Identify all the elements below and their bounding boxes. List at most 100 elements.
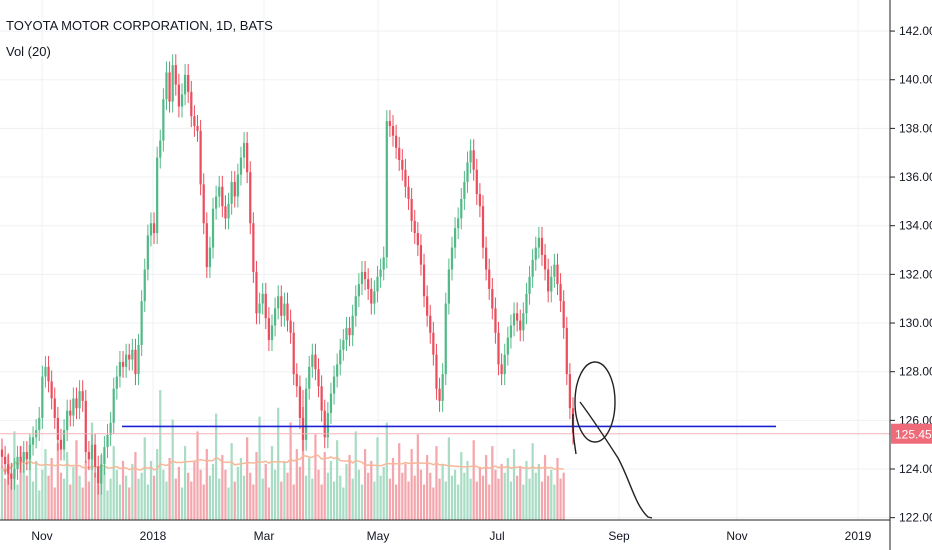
- volume-bar: [224, 469, 227, 520]
- candle-body: [62, 430, 66, 450]
- volume-bar: [93, 472, 97, 520]
- candle-body: [59, 439, 63, 450]
- last-price-label: 125.45: [895, 428, 932, 442]
- volume-bar: [258, 416, 261, 520]
- candle-body: [100, 464, 103, 484]
- candle-body: [177, 84, 181, 107]
- volume-bar: [326, 472, 329, 520]
- candle-body: [134, 349, 137, 375]
- candle-body: [553, 264, 556, 277]
- candle-body: [373, 291, 376, 304]
- volume-bar: [183, 446, 187, 520]
- volume-bar: [159, 390, 162, 520]
- candle-body: [528, 276, 531, 294]
- volume-bar: [525, 460, 528, 520]
- candle-body: [562, 301, 565, 328]
- candle-body: [7, 464, 10, 474]
- candle-body: [525, 293, 528, 314]
- candle-body: [429, 315, 432, 333]
- volume-bar: [221, 455, 224, 520]
- candle-body: [171, 65, 174, 102]
- volume-bar: [419, 469, 423, 520]
- candle-body: [146, 235, 149, 270]
- candle-body: [547, 269, 550, 292]
- candle-body: [196, 125, 199, 131]
- volume-bar: [460, 452, 463, 520]
- candle-body: [31, 437, 35, 445]
- volume-bar: [115, 469, 118, 520]
- candle-body: [19, 456, 22, 462]
- candle-body: [438, 388, 441, 401]
- volume-bar: [190, 481, 193, 520]
- candle-body: [218, 186, 221, 197]
- volume-bar: [205, 449, 208, 520]
- candle-body: [230, 181, 233, 204]
- candle-body: [202, 184, 205, 224]
- candle-body: [503, 354, 506, 375]
- volume-bar: [286, 472, 289, 520]
- candle-body: [168, 72, 171, 102]
- volume-bar: [534, 472, 537, 520]
- candle-body: [491, 288, 494, 309]
- volume-bar: [407, 481, 410, 520]
- volume-bar: [512, 449, 516, 520]
- candle-body: [199, 130, 202, 185]
- candle-body: [435, 354, 438, 389]
- candle-body: [478, 194, 482, 207]
- volume-bar: [109, 478, 112, 520]
- volume-bar: [516, 475, 519, 520]
- volume-bar: [388, 478, 392, 520]
- volume-bar: [208, 475, 212, 520]
- volume-bar: [357, 469, 360, 520]
- volume-bar: [345, 463, 348, 520]
- candle-body: [106, 434, 109, 448]
- volume-bar: [242, 475, 246, 520]
- candle-body: [537, 237, 540, 248]
- volume-bar: [273, 469, 277, 520]
- candle-body: [3, 456, 7, 465]
- candle-body: [246, 142, 249, 173]
- candle-body: [450, 247, 454, 270]
- candle-body: [559, 284, 562, 302]
- candle-body: [255, 271, 258, 314]
- volume-bar: [543, 455, 547, 520]
- volume-ma-line: [1, 454, 564, 475]
- annotation-arrow: [572, 401, 653, 519]
- candle-body: [103, 447, 106, 465]
- candle-body: [382, 257, 385, 270]
- candle-body: [422, 264, 426, 297]
- candle-body: [118, 361, 122, 377]
- volume-bar: [236, 466, 239, 520]
- volume-bar: [367, 472, 370, 520]
- volume-bar: [550, 469, 553, 520]
- candle-body: [286, 303, 289, 321]
- candle-body: [314, 354, 317, 370]
- volume-bar: [475, 481, 478, 520]
- volume-bar: [35, 460, 38, 520]
- volume-bar: [457, 484, 460, 520]
- candle-body: [162, 99, 165, 141]
- candle-body: [500, 364, 503, 375]
- volume-bar: [270, 446, 274, 520]
- candle-body: [149, 223, 153, 236]
- volume-bar: [422, 484, 426, 520]
- volume-bar: [342, 487, 345, 520]
- candle-body: [28, 444, 32, 460]
- candle-body: [413, 220, 416, 234]
- candle-body: [472, 150, 475, 170]
- volume-bar: [125, 475, 128, 520]
- candle-body: [379, 269, 382, 277]
- volume-bar: [438, 478, 441, 520]
- candle-body: [357, 284, 360, 297]
- volume-bar: [314, 434, 317, 520]
- candle-body: [342, 340, 345, 350]
- candle-body: [469, 150, 472, 163]
- candle-body: [376, 276, 379, 292]
- price-tick-label: 134.00: [899, 219, 932, 233]
- volume-bar: [16, 484, 19, 520]
- candle-body: [460, 198, 463, 219]
- candle-body: [332, 376, 336, 394]
- volume-bar: [143, 437, 146, 520]
